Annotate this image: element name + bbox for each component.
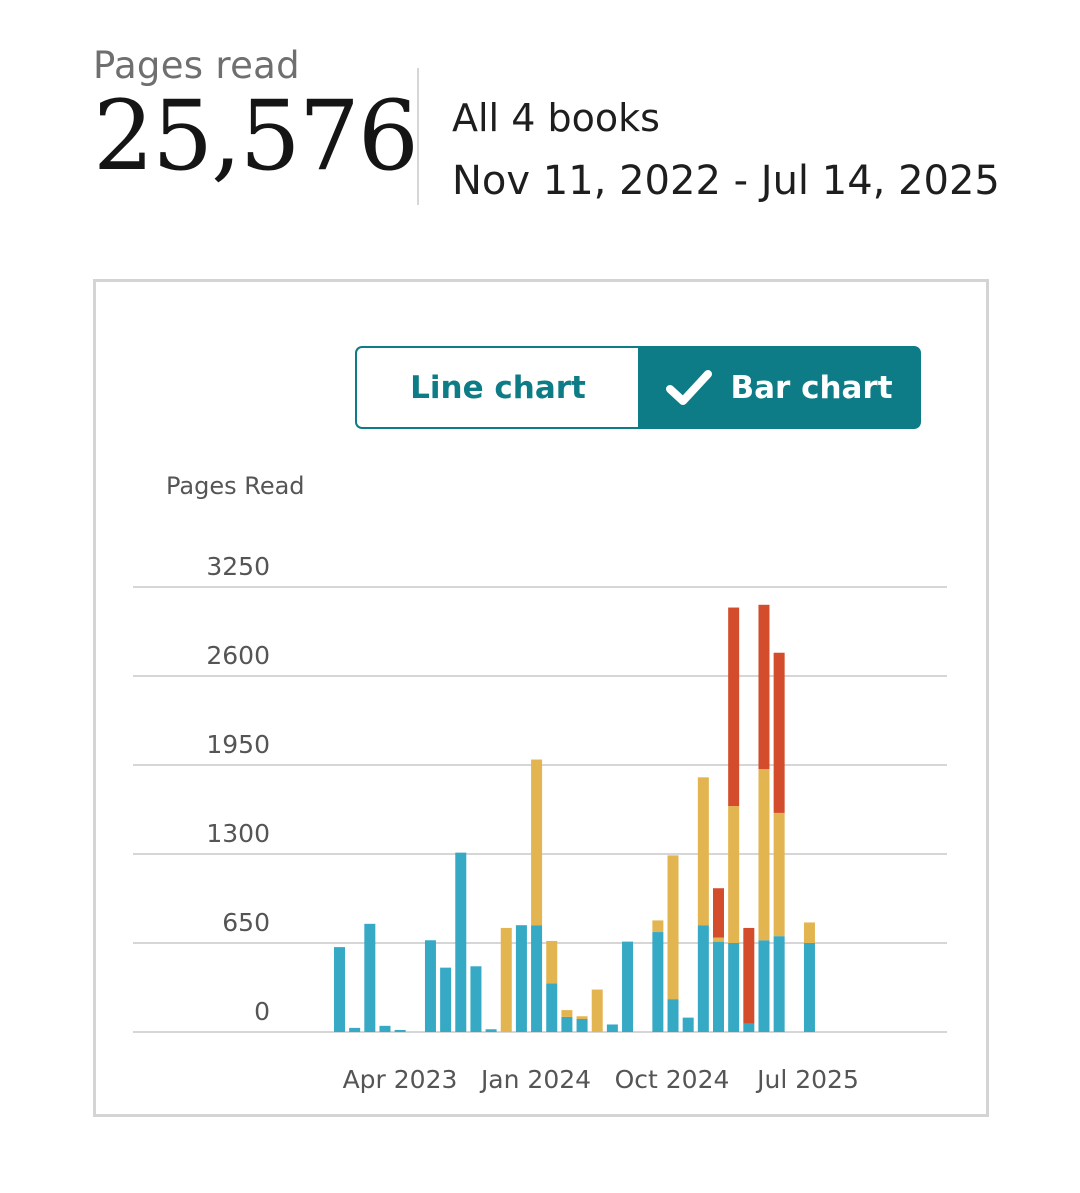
bar-segment[interactable] bbox=[667, 999, 679, 1032]
bar-segment[interactable] bbox=[424, 940, 436, 1032]
x-tick-label: Jan 2024 bbox=[479, 1065, 591, 1094]
bar-chart-label: Bar chart bbox=[730, 369, 893, 406]
y-tick-label: 650 bbox=[222, 908, 270, 937]
y-tick-label: 1950 bbox=[206, 730, 270, 759]
bar-segment[interactable] bbox=[713, 941, 724, 1032]
bar-segment[interactable] bbox=[364, 923, 376, 1032]
bar-segment[interactable] bbox=[743, 927, 755, 1024]
bar-segment[interactable] bbox=[622, 941, 634, 1032]
bar-segment[interactable] bbox=[803, 922, 815, 943]
y-tick-label: 2600 bbox=[206, 641, 270, 670]
bar-segment[interactable] bbox=[546, 983, 558, 1032]
x-tick-label: Oct 2024 bbox=[615, 1065, 730, 1094]
bar-segment[interactable] bbox=[440, 967, 452, 1032]
bar-segment[interactable] bbox=[455, 852, 467, 1032]
bar-segment[interactable] bbox=[531, 925, 543, 1032]
bar-segment[interactable] bbox=[652, 932, 664, 1032]
bar-segment[interactable] bbox=[349, 1027, 361, 1032]
bar-segment[interactable] bbox=[500, 927, 512, 1032]
bar-segment[interactable] bbox=[576, 1016, 588, 1019]
bar-segment[interactable] bbox=[606, 1024, 618, 1032]
date-range[interactable]: Nov 11, 2022 - Jul 14, 2025 bbox=[452, 158, 1000, 204]
line-chart-button[interactable]: Line chart bbox=[355, 346, 639, 429]
bar-segment[interactable] bbox=[682, 1017, 694, 1032]
bar-segment[interactable] bbox=[394, 1029, 406, 1032]
bar-chart-button[interactable]: Bar chart bbox=[638, 346, 921, 429]
bar-segment[interactable] bbox=[379, 1025, 391, 1032]
bar-segment[interactable] bbox=[470, 966, 482, 1032]
bar-segment[interactable] bbox=[758, 604, 770, 770]
bar-segment[interactable] bbox=[667, 855, 679, 1000]
bar-segment[interactable] bbox=[561, 1010, 573, 1017]
bar-segment[interactable] bbox=[743, 1023, 755, 1032]
bar-segment[interactable] bbox=[728, 607, 740, 807]
y-ticks: 3250 2600 1950 1300 650 0 bbox=[206, 552, 270, 1026]
bar-segment[interactable] bbox=[546, 940, 558, 984]
bar-segment[interactable] bbox=[728, 943, 740, 1032]
x-tick-label: Apr 2023 bbox=[343, 1065, 458, 1094]
bar-segment[interactable] bbox=[515, 925, 527, 1032]
y-tick-label: 1300 bbox=[206, 819, 270, 848]
bar-segment[interactable] bbox=[773, 652, 785, 813]
y-tick-label: 3250 bbox=[206, 552, 270, 581]
pages-read-total: 25,576 bbox=[93, 80, 419, 192]
bar-segment[interactable] bbox=[334, 947, 345, 1032]
bar-segment[interactable] bbox=[773, 812, 785, 937]
bar-segment[interactable] bbox=[531, 759, 543, 926]
bar-segment[interactable] bbox=[652, 920, 664, 933]
bar-segment[interactable] bbox=[773, 936, 785, 1032]
bar-segment[interactable] bbox=[713, 888, 724, 938]
bar-segment[interactable] bbox=[576, 1018, 588, 1032]
bar-segment[interactable] bbox=[728, 806, 740, 943]
checkmark-icon bbox=[666, 369, 713, 405]
bar-segment[interactable] bbox=[758, 769, 770, 941]
y-tick-label: 0 bbox=[254, 997, 270, 1026]
bar-segment[interactable] bbox=[485, 1029, 497, 1032]
x-tick-label: Jul 2025 bbox=[755, 1065, 859, 1094]
book-scope[interactable]: All 4 books bbox=[452, 96, 660, 140]
bar-segment[interactable] bbox=[591, 989, 603, 1032]
x-ticks: Apr 2023 Jan 2024 Oct 2024 Jul 2025 bbox=[343, 1065, 859, 1094]
bar-segment[interactable] bbox=[697, 925, 709, 1032]
chart-type-toggle: Line chart Bar chart bbox=[355, 346, 921, 429]
bar-segment[interactable] bbox=[561, 1016, 573, 1032]
pages-read-label: Pages read bbox=[93, 44, 300, 87]
y-axis-title: Pages Read bbox=[166, 472, 305, 500]
bar-segment[interactable] bbox=[803, 943, 815, 1032]
pages-read-stat: Pages read bbox=[93, 44, 300, 87]
line-chart-label: Line chart bbox=[410, 369, 586, 406]
bar-segment[interactable] bbox=[697, 777, 709, 926]
stat-divider bbox=[417, 68, 419, 205]
bar-segment[interactable] bbox=[713, 937, 724, 942]
bars bbox=[334, 604, 815, 1032]
bar-segment[interactable] bbox=[758, 940, 770, 1032]
